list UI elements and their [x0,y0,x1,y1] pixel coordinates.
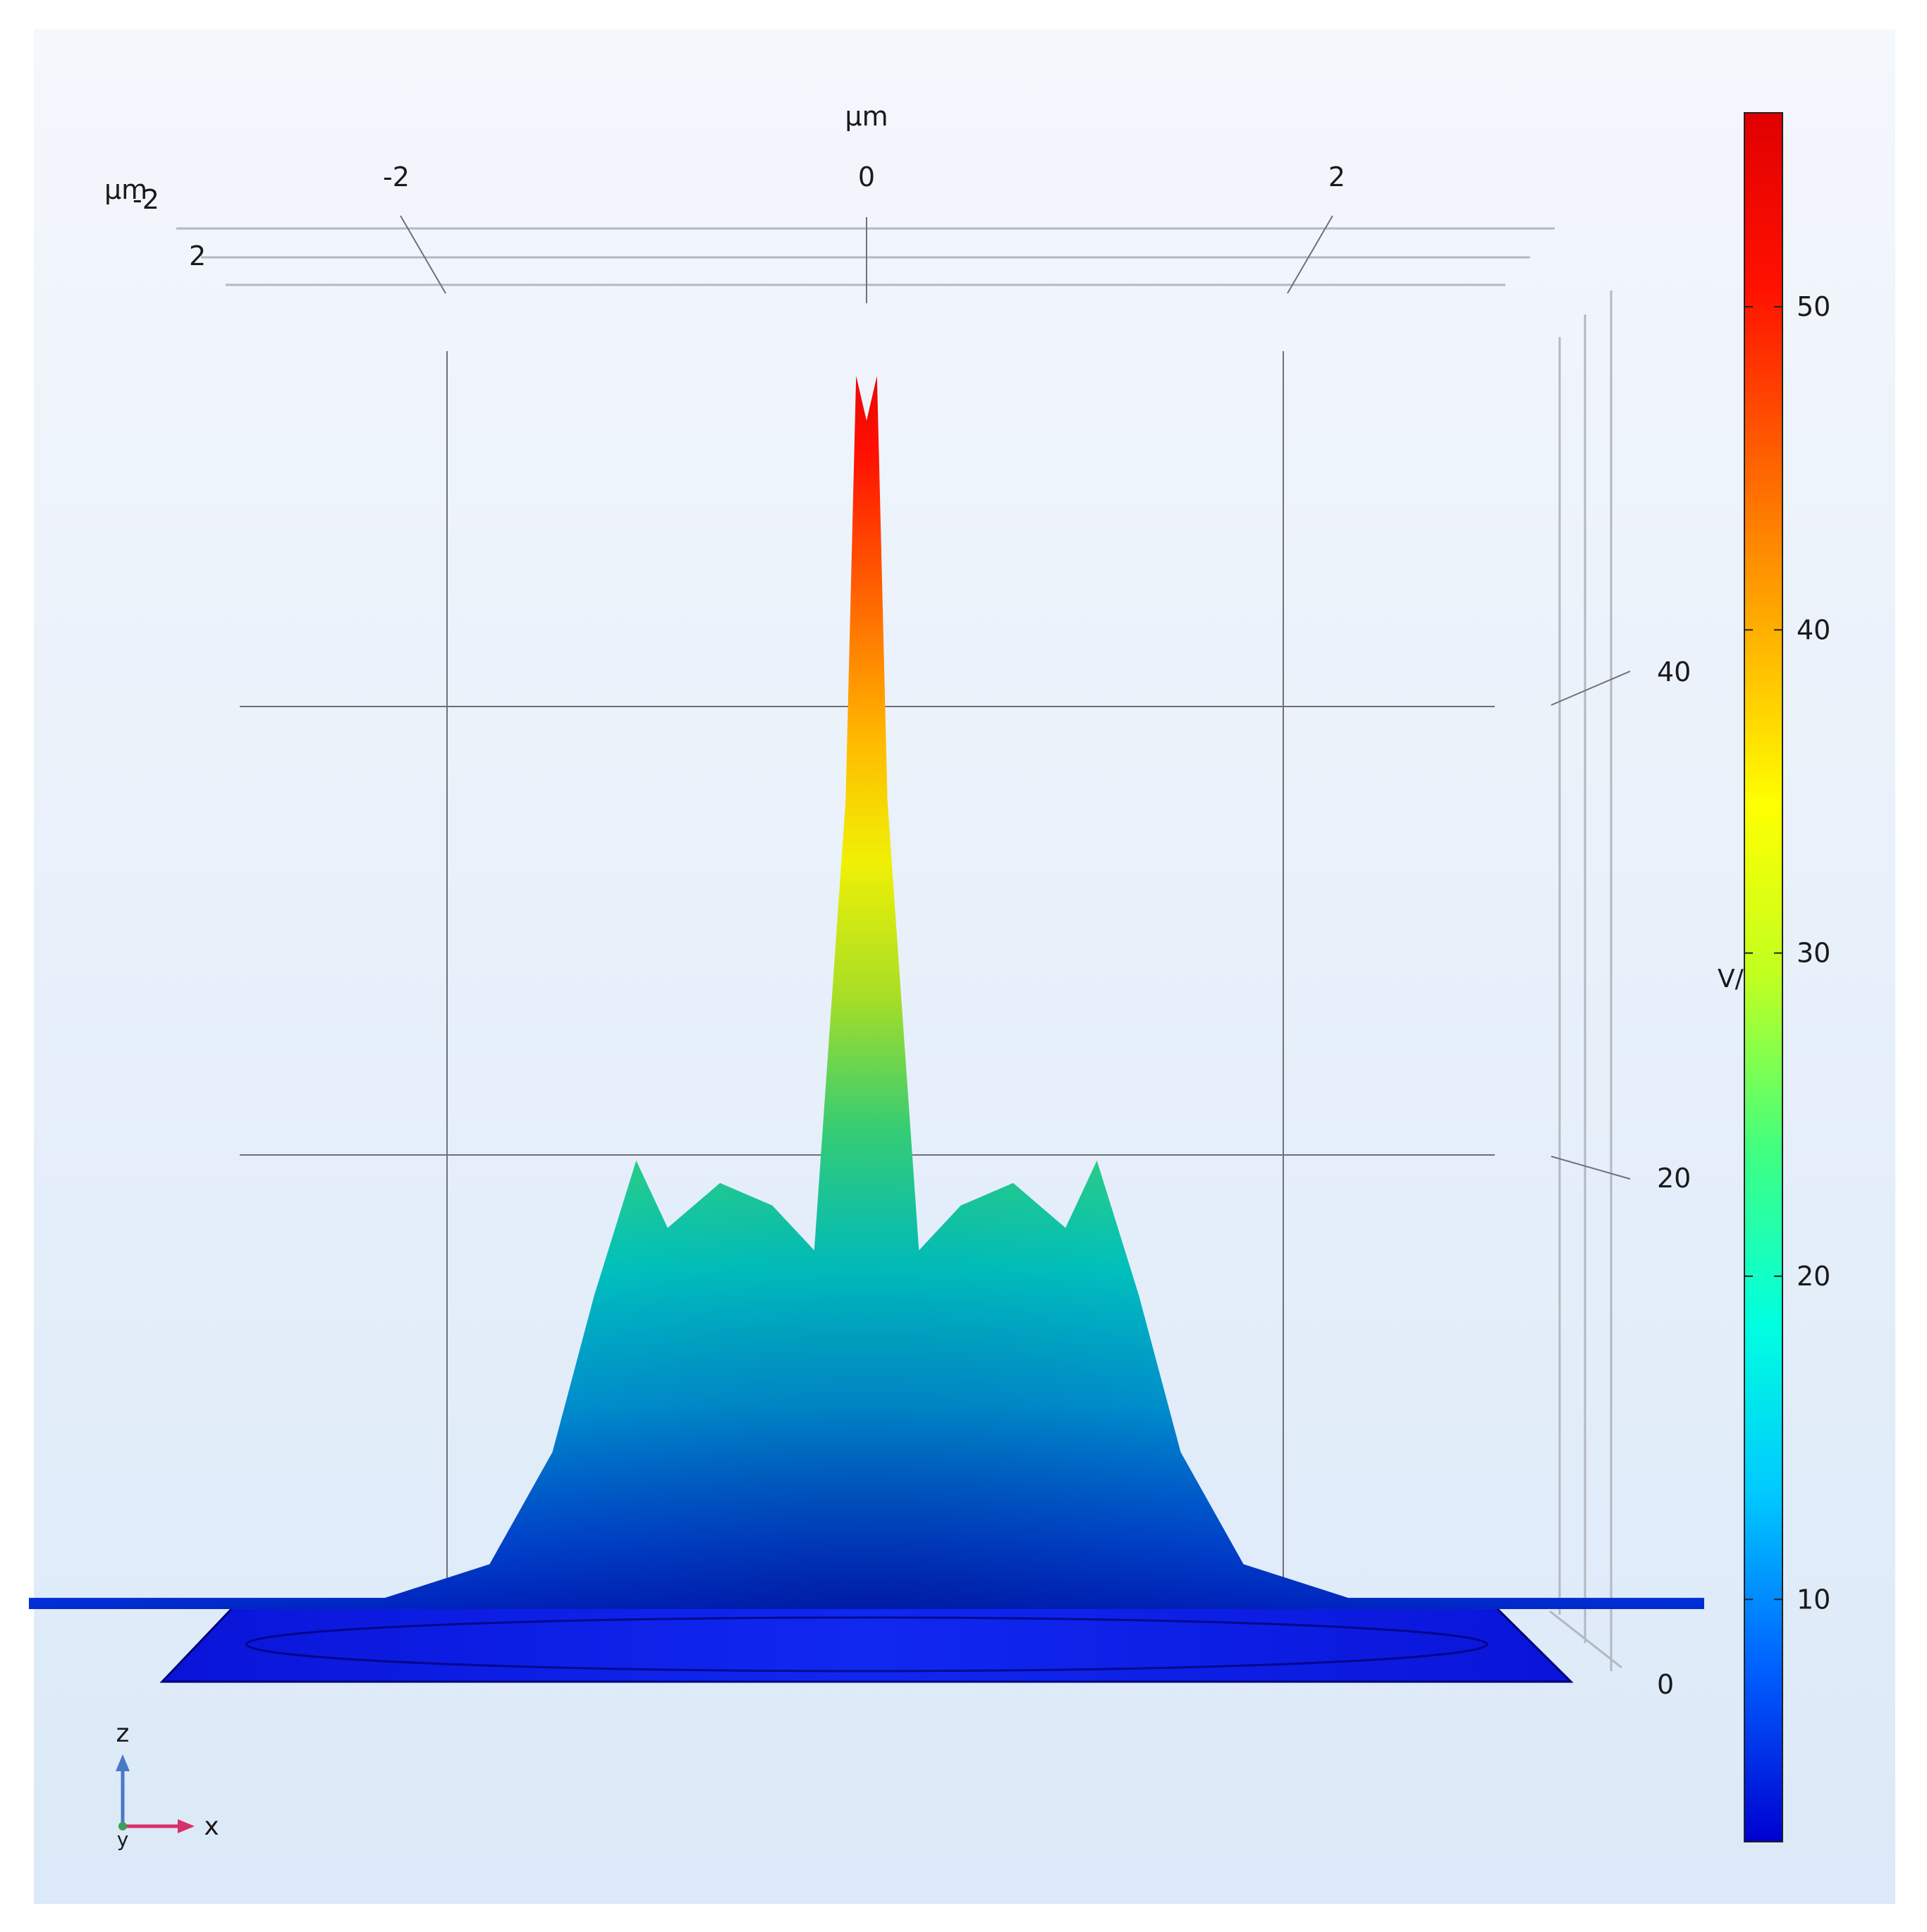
x-tick-label-2: 2 [1328,161,1345,192]
colorbar-tick-label: 20 [1797,1261,1830,1292]
triad-z-arrowhead-icon [116,1754,130,1771]
colorbar: 10 20 30 40 50 V/ [1718,112,1830,1842]
right-axis-frame [1549,291,1622,1671]
triad-y-label: y [117,1828,129,1851]
colorbar-tick-label: 50 [1797,291,1830,322]
surface-group [29,376,1704,1683]
x-axis-label: μm [845,101,888,132]
triad-z-label: z [116,1719,130,1748]
z-tick-leaders [1550,671,1631,1180]
x-tick-label-1: 0 [858,161,875,192]
colorbar-label: V/ [1718,965,1744,993]
triad-x-arrowhead-icon [178,1819,195,1833]
y-axis-label: μm [104,174,147,205]
z-tick-label-20: 20 [1657,1163,1691,1194]
x-tick-leaders [400,215,1333,294]
floor-ring [245,1616,1488,1673]
colorbar-tick-label: 30 [1797,938,1830,969]
x-tick-label-0: -2 [383,161,410,192]
axis-triad: z x y [116,1719,219,1851]
triad-y-dot-icon [118,1822,127,1830]
colorbar-gradient [1744,112,1783,1842]
triad-x-label: x [204,1812,219,1841]
y-tick-label-1: 2 [189,240,206,271]
colorbar-ticks: 10 20 30 40 50 [1744,291,1830,1615]
colorbar-tick-label: 40 [1797,614,1830,645]
z-tick-label-0: 0 [1657,1669,1674,1700]
colorbar-tick-label: 10 [1797,1584,1830,1615]
z-tick-label-40: 40 [1657,656,1691,687]
surface-shading [29,376,1704,1609]
y-tick-label-0: -2 [133,184,159,215]
